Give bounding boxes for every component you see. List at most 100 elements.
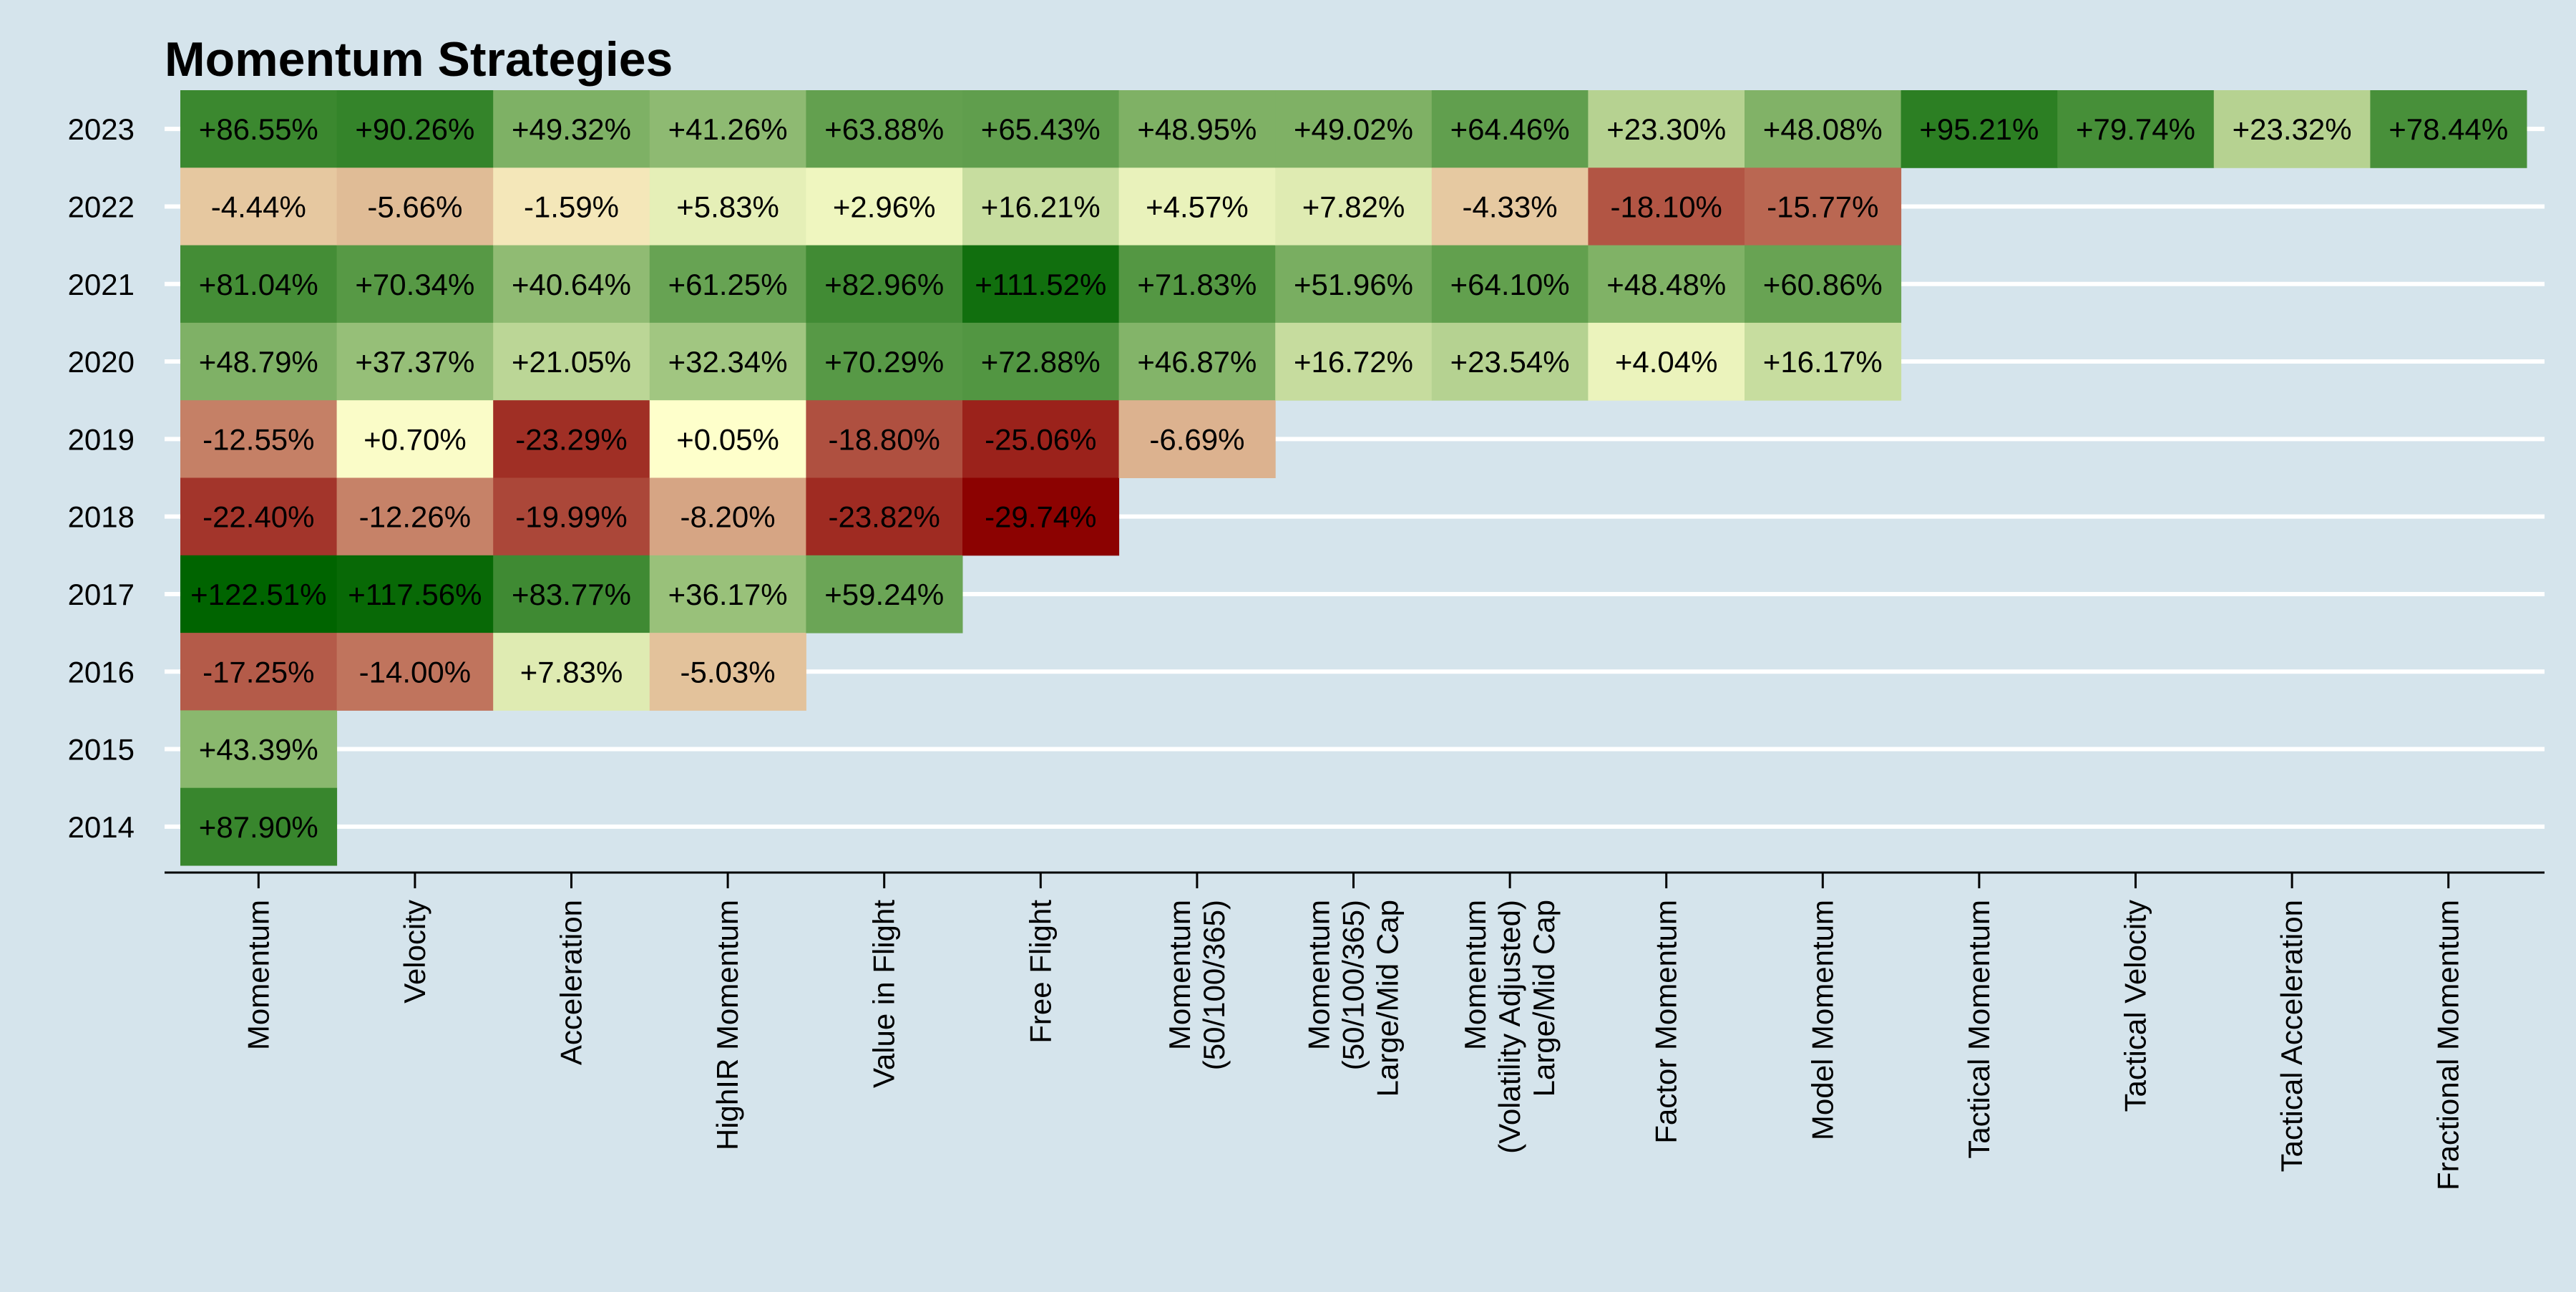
heatmap-cell xyxy=(1431,90,1589,168)
heatmap-cell xyxy=(493,400,650,478)
cell-value-label: -18.80% xyxy=(828,422,940,456)
cell-value-label: +72.88% xyxy=(981,345,1101,379)
heatmap-cell xyxy=(336,245,494,324)
cell-value-label: +16.72% xyxy=(1294,345,1413,379)
cell-value-label: -5.03% xyxy=(680,655,776,689)
cell-value-label: +82.96% xyxy=(824,268,944,301)
y-tick-label: 2023 xyxy=(68,112,135,146)
cell-value-label: +71.83% xyxy=(1137,268,1257,301)
heatmap-cell xyxy=(1118,90,1276,168)
heatmap-cell xyxy=(180,400,338,478)
heatmap-cell xyxy=(806,555,963,633)
y-tick-label: 2016 xyxy=(68,655,135,689)
heatmap-cell xyxy=(493,167,650,246)
cell-value-label: +60.86% xyxy=(1763,268,1883,301)
heatmap-cell xyxy=(336,167,494,246)
cell-value-label: -12.26% xyxy=(359,500,471,534)
heatmap-cell xyxy=(180,555,338,633)
x-tick-label: Free Flight xyxy=(1023,900,1057,1044)
cell-value-label: -19.99% xyxy=(515,500,627,534)
axes: 2023 2022 2021 2020 2019 2018 2017 2016 2015 2014… xyxy=(68,112,2545,1190)
heatmap-cell xyxy=(962,322,1120,401)
cell-value-label: -6.69% xyxy=(1149,422,1244,456)
cell-value-label: +32.34% xyxy=(668,345,788,379)
cell-value-label: +59.24% xyxy=(824,578,944,611)
heatmap-cell xyxy=(180,90,338,168)
cell-value-label: +48.48% xyxy=(1606,268,1726,301)
x-tick-label: Factor Momentum xyxy=(1649,900,1683,1144)
heatmap-cell xyxy=(962,477,1120,556)
heatmap-cell xyxy=(806,245,963,324)
cell-value-label: +41.26% xyxy=(668,112,788,146)
heatmap-cell xyxy=(1745,90,1902,168)
cell-value-label: +40.64% xyxy=(512,268,631,301)
cell-value-label: +7.83% xyxy=(520,655,623,689)
cell-value-label: +117.56% xyxy=(348,578,482,611)
x-tick-label: Acceleration xyxy=(555,900,588,1065)
y-tick-label: 2017 xyxy=(68,578,135,611)
heatmap-cell xyxy=(493,633,650,711)
cell-value-label: +63.88% xyxy=(824,112,944,146)
heatmap-cell xyxy=(336,90,494,168)
heatmap-cell xyxy=(2057,90,2215,168)
heatmap-cell xyxy=(180,322,338,401)
heatmap-cell xyxy=(649,90,806,168)
cell-value-label: +0.70% xyxy=(364,422,467,456)
cell-value-label: +48.95% xyxy=(1137,112,1257,146)
heatmap-cell xyxy=(1118,400,1276,478)
cell-value-label: -22.40% xyxy=(203,500,314,534)
heatmap-cell xyxy=(493,555,650,633)
y-tick-label: 2019 xyxy=(68,422,135,456)
cell-value-label: +16.21% xyxy=(981,190,1101,223)
heatmap-cell xyxy=(962,90,1120,168)
heatmap-cell xyxy=(180,167,338,246)
cell-value-label: +5.83% xyxy=(676,190,779,223)
heatmap-cell xyxy=(1745,167,1902,246)
heatmap-cell xyxy=(649,400,806,478)
x-tick-label: Tactical Acceleration xyxy=(2275,900,2308,1172)
x-tick-label: Model Momentum xyxy=(1805,900,1839,1140)
cell-labels: +86.55% -4.44% +81.04% +48.79% -12.55% -22.40… xyxy=(190,112,2508,844)
heatmap-cell xyxy=(493,245,650,324)
cell-value-label: +70.29% xyxy=(824,345,944,379)
cell-value-label: +87.90% xyxy=(199,810,318,844)
heatmap-cells xyxy=(180,90,2527,866)
cell-value-label: -23.29% xyxy=(515,422,627,456)
heatmap-cell xyxy=(1431,167,1589,246)
cell-value-label: +4.57% xyxy=(1146,190,1249,223)
cell-value-label: +95.21% xyxy=(1919,112,2039,146)
heatmap-cell xyxy=(806,90,963,168)
x-tick-label: Momentum(Volatility Adjusted)Large/Mid C… xyxy=(1458,900,1561,1154)
cell-value-label: +49.32% xyxy=(512,112,631,146)
heatmap-cell xyxy=(649,477,806,556)
cell-value-label: +43.39% xyxy=(199,733,318,767)
heatmap-cell xyxy=(336,477,494,556)
cell-value-label: -1.59% xyxy=(524,190,619,223)
cell-value-label: +90.26% xyxy=(355,112,474,146)
heatmap-cell xyxy=(1431,322,1589,401)
cell-value-label: +0.05% xyxy=(676,422,779,456)
x-tick-label: Value in Flight xyxy=(867,900,901,1088)
heatmap-cell xyxy=(1431,245,1589,324)
x-tick-label: Velocity xyxy=(398,900,431,1004)
heatmap-cell xyxy=(1118,322,1276,401)
cell-value-label: +37.37% xyxy=(355,345,474,379)
cell-value-label: +78.44% xyxy=(2389,112,2508,146)
cell-value-label: +46.87% xyxy=(1137,345,1257,379)
y-tick-label: 2022 xyxy=(68,190,135,223)
cell-value-label: -23.82% xyxy=(828,500,940,534)
cell-value-label: -4.44% xyxy=(211,190,306,223)
x-tick-label: Fractional Momentum xyxy=(2431,900,2465,1190)
x-tick-label: Momentum(50/100/365)Large/Mid Cap xyxy=(1302,900,1405,1097)
heatmap-cell xyxy=(336,555,494,633)
cell-value-label: +79.74% xyxy=(2076,112,2195,146)
heatmap-cell xyxy=(1588,245,1745,324)
heatmap-cell xyxy=(806,477,963,556)
x-tick-label: Tactical Momentum xyxy=(1962,900,1996,1159)
cell-value-label: +23.30% xyxy=(1606,112,1726,146)
heatmap-cell xyxy=(1118,245,1276,324)
heatmap-cell xyxy=(649,322,806,401)
cell-value-label: +23.54% xyxy=(1450,345,1570,379)
heatmap-cell xyxy=(1588,167,1745,246)
